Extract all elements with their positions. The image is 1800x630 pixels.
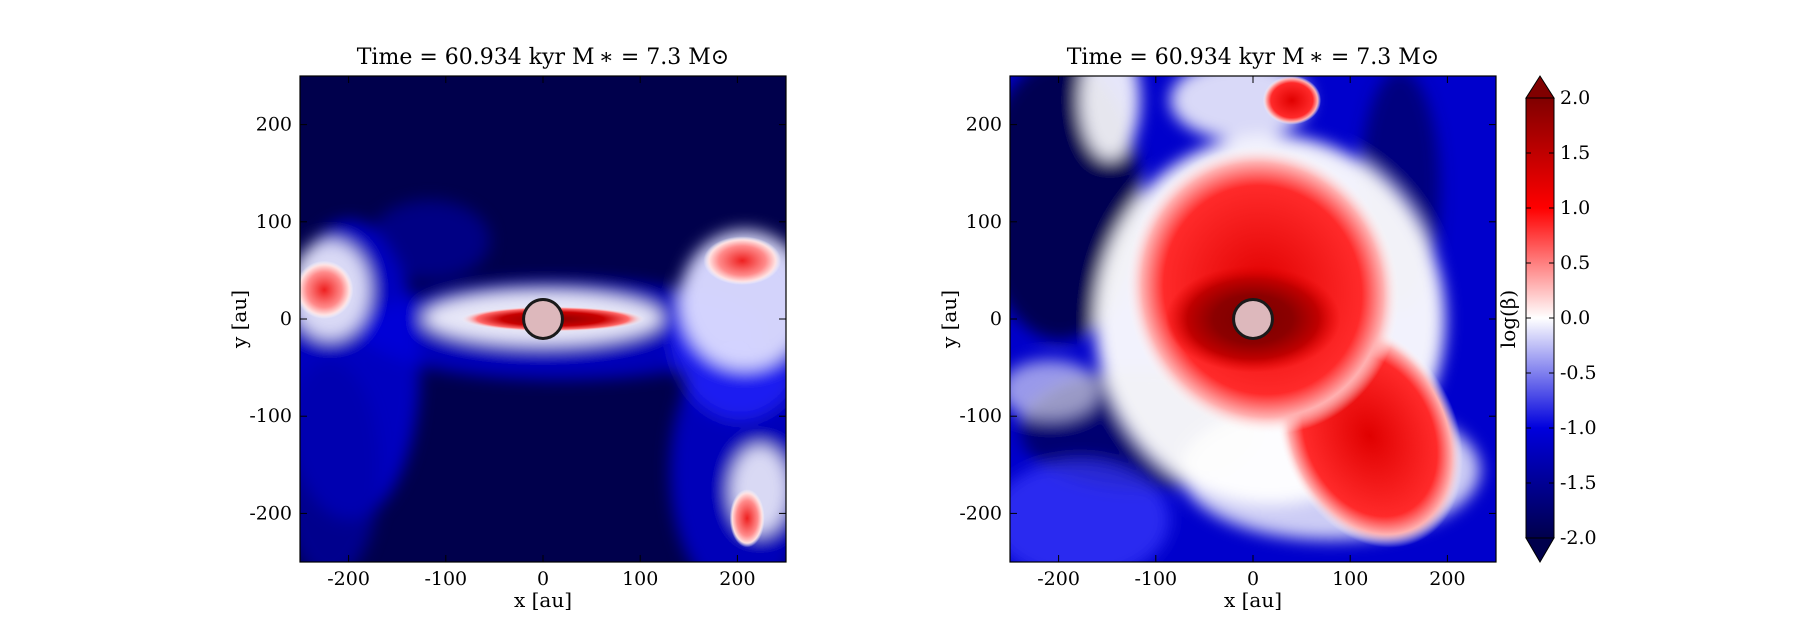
right-y-axis-label: y [au] bbox=[937, 290, 961, 349]
left-region-left-lobe bbox=[300, 260, 354, 319]
left-y-tick-label: 100 bbox=[256, 211, 292, 233]
right-panel: Time = 60.934 kyr M ∗ = 7.3 M⊙ -200 -100 0… bbox=[937, 45, 1497, 612]
left-x-tick-label: 0 bbox=[537, 568, 549, 590]
right-y-tick-label: 0 bbox=[990, 308, 1002, 330]
left-x-axis: -200 -100 0 100 200 bbox=[327, 76, 756, 590]
right-x-tick-label: -200 bbox=[1037, 568, 1080, 590]
left-y-axis-label: y [au] bbox=[227, 290, 251, 349]
left-region-right-lobe bbox=[703, 236, 782, 285]
right-y-tick-label: 100 bbox=[966, 211, 1002, 233]
left-x-tick-label: -100 bbox=[424, 568, 467, 590]
colorbar-tick-label: 0.5 bbox=[1560, 252, 1590, 274]
colorbar-extend-max bbox=[1525, 75, 1555, 99]
colorbar-tick-label: 1.5 bbox=[1560, 142, 1590, 164]
left-x-axis-label: x [au] bbox=[514, 588, 572, 612]
right-x-tick-label: 100 bbox=[1332, 568, 1368, 590]
left-heatmap-field bbox=[300, 200, 786, 562]
colorbar-tick-label: -1.5 bbox=[1560, 472, 1597, 494]
left-x-tick-label: -200 bbox=[327, 568, 370, 590]
right-x-axis: -200 -100 0 100 200 bbox=[1037, 76, 1466, 590]
colorbar-tick-label: 1.0 bbox=[1560, 197, 1590, 219]
left-y-axis: -200 -100 0 100 200 bbox=[249, 114, 786, 524]
colorbar-extend-min bbox=[1525, 537, 1555, 563]
left-region-lower-right-clump bbox=[729, 489, 765, 548]
colorbar-label: log(β) bbox=[1496, 290, 1520, 348]
right-y-tick-label: -100 bbox=[959, 405, 1002, 427]
right-y-axis: -200 -100 0 100 200 bbox=[959, 114, 1496, 524]
right-star-marker bbox=[1232, 298, 1274, 340]
right-region-upper-streamer bbox=[1262, 76, 1322, 125]
colorbar-tick-label: -1.0 bbox=[1560, 417, 1597, 439]
colorbar-tick-label: 0.0 bbox=[1560, 307, 1590, 329]
right-x-tick-label: 0 bbox=[1247, 568, 1259, 590]
left-panel: Time = 60.934 kyr M ∗ = 7.3 M⊙ bbox=[227, 45, 787, 612]
left-y-tick-label: 200 bbox=[256, 114, 292, 136]
left-panel-title: Time = 60.934 kyr M ∗ = 7.3 M⊙ bbox=[357, 45, 730, 70]
left-y-tick-label: -200 bbox=[249, 502, 292, 524]
right-panel-title: Time = 60.934 kyr M ∗ = 7.3 M⊙ bbox=[1067, 45, 1440, 70]
left-y-tick-label: 0 bbox=[280, 308, 292, 330]
left-x-tick-label: 100 bbox=[622, 568, 658, 590]
right-y-tick-label: -200 bbox=[959, 502, 1002, 524]
right-x-tick-label: 200 bbox=[1429, 568, 1465, 590]
colorbar-tick-label: 2.0 bbox=[1560, 87, 1590, 109]
colorbar: -2.0 -1.5 -1.0 -0.5 0.0 0.5 1.0 1.5 2.0 log(β) bbox=[1496, 75, 1597, 563]
left-x-tick-label: 200 bbox=[719, 568, 755, 590]
left-star-marker bbox=[522, 298, 564, 340]
right-y-tick-label: 200 bbox=[966, 114, 1002, 136]
right-x-tick-label: -100 bbox=[1134, 568, 1177, 590]
right-x-axis-label: x [au] bbox=[1224, 588, 1282, 612]
left-y-tick-label: -100 bbox=[249, 405, 292, 427]
colorbar-tick-label: -0.5 bbox=[1560, 362, 1597, 384]
colorbar-tick-label: -2.0 bbox=[1560, 527, 1597, 549]
